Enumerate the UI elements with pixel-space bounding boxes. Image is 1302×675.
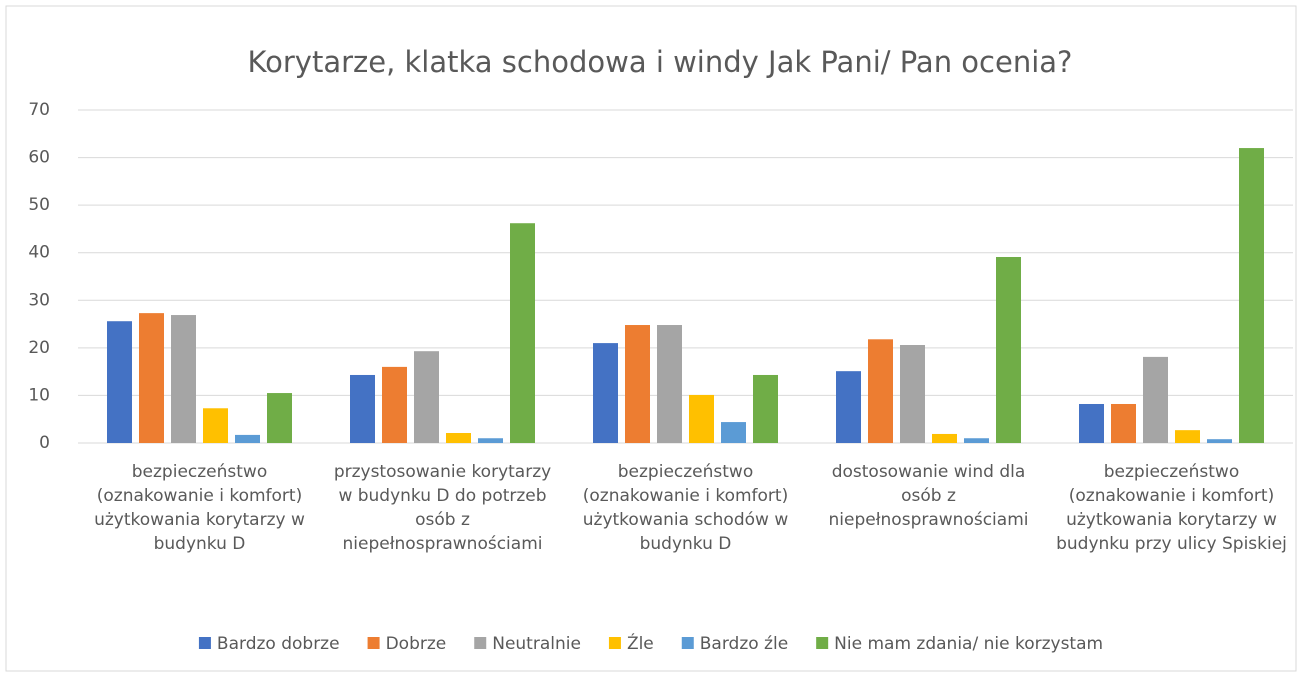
x-tick-label: bezpieczeństwo (oznakowanie i komfort) uży… (94, 462, 305, 554)
bar (382, 366, 407, 443)
legend-swatch (474, 637, 487, 649)
legend-label: Nie mam zdania/ nie korzystam (834, 634, 1103, 654)
bar (1175, 430, 1200, 443)
y-tick-label: 70 (28, 100, 50, 120)
bar (107, 321, 132, 443)
bar (868, 339, 893, 443)
bar (753, 374, 778, 443)
legend-label: Neutralnie (492, 634, 581, 654)
bar (235, 434, 260, 443)
y-tick-label: 60 (28, 148, 50, 168)
bar (689, 394, 714, 443)
bar (350, 374, 375, 443)
y-tick-label: 40 (28, 243, 50, 263)
bar (1143, 356, 1168, 443)
bar (414, 351, 439, 443)
y-tick-label: 30 (28, 290, 50, 310)
y-tick-label: 0 (39, 433, 50, 453)
chart-title: Korytarze, klatka schodowa i windy Jak P… (248, 45, 1073, 79)
bar (1111, 403, 1136, 443)
y-tick-label: 10 (28, 385, 50, 405)
legend-label: Źle (627, 632, 654, 654)
bar (900, 345, 925, 443)
bar (964, 438, 989, 443)
y-tick-label: 20 (28, 338, 50, 358)
legend-label: Bardzo dobrze (217, 634, 340, 654)
bar (836, 371, 861, 443)
x-tick-label: przystosowanie korytarzy w budynku D do p… (334, 462, 551, 554)
bar (510, 223, 535, 443)
x-tick-label: bezpieczeństwo (oznakowanie i komfort) uży… (1056, 462, 1287, 554)
y-tick-label: 50 (28, 195, 50, 215)
legend-swatch (367, 637, 380, 649)
bar (996, 256, 1021, 443)
bar (267, 393, 292, 443)
bar (203, 408, 228, 443)
legend-swatch (608, 637, 621, 649)
bar (1079, 403, 1104, 443)
x-tick-label: bezpieczeństwo (oznakowanie i komfort) uży… (583, 462, 789, 554)
chart-border (5, 5, 1297, 672)
legend-label: Dobrze (386, 634, 447, 654)
legend-swatch (681, 637, 694, 649)
bar (932, 433, 957, 443)
bar (478, 438, 503, 443)
bar (1239, 148, 1264, 444)
legend-swatch (816, 637, 829, 649)
bar (657, 325, 682, 443)
x-tick-label: dostosowanie wind dla osób z niepełnospraw… (829, 462, 1029, 530)
legend-swatch (198, 637, 211, 649)
bar (171, 315, 196, 443)
bar (721, 422, 746, 443)
bar (593, 343, 618, 443)
bar (1207, 439, 1232, 443)
bar (446, 433, 471, 443)
bar (139, 313, 164, 443)
bar (625, 325, 650, 443)
legend-label: Bardzo źle (700, 634, 788, 654)
